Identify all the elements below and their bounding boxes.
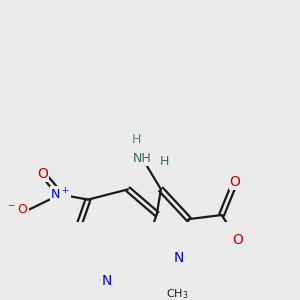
- Text: N: N: [101, 274, 112, 288]
- Text: N$^+$: N$^+$: [50, 187, 70, 202]
- Text: NH: NH: [133, 152, 152, 165]
- Text: H: H: [159, 155, 169, 168]
- Text: O: O: [230, 175, 240, 189]
- Text: N: N: [173, 251, 184, 265]
- Text: CH$_3$: CH$_3$: [166, 287, 189, 300]
- Text: O: O: [232, 233, 243, 247]
- Text: $^-$O: $^-$O: [6, 203, 28, 216]
- Text: H: H: [132, 133, 142, 146]
- Text: O: O: [37, 167, 48, 181]
